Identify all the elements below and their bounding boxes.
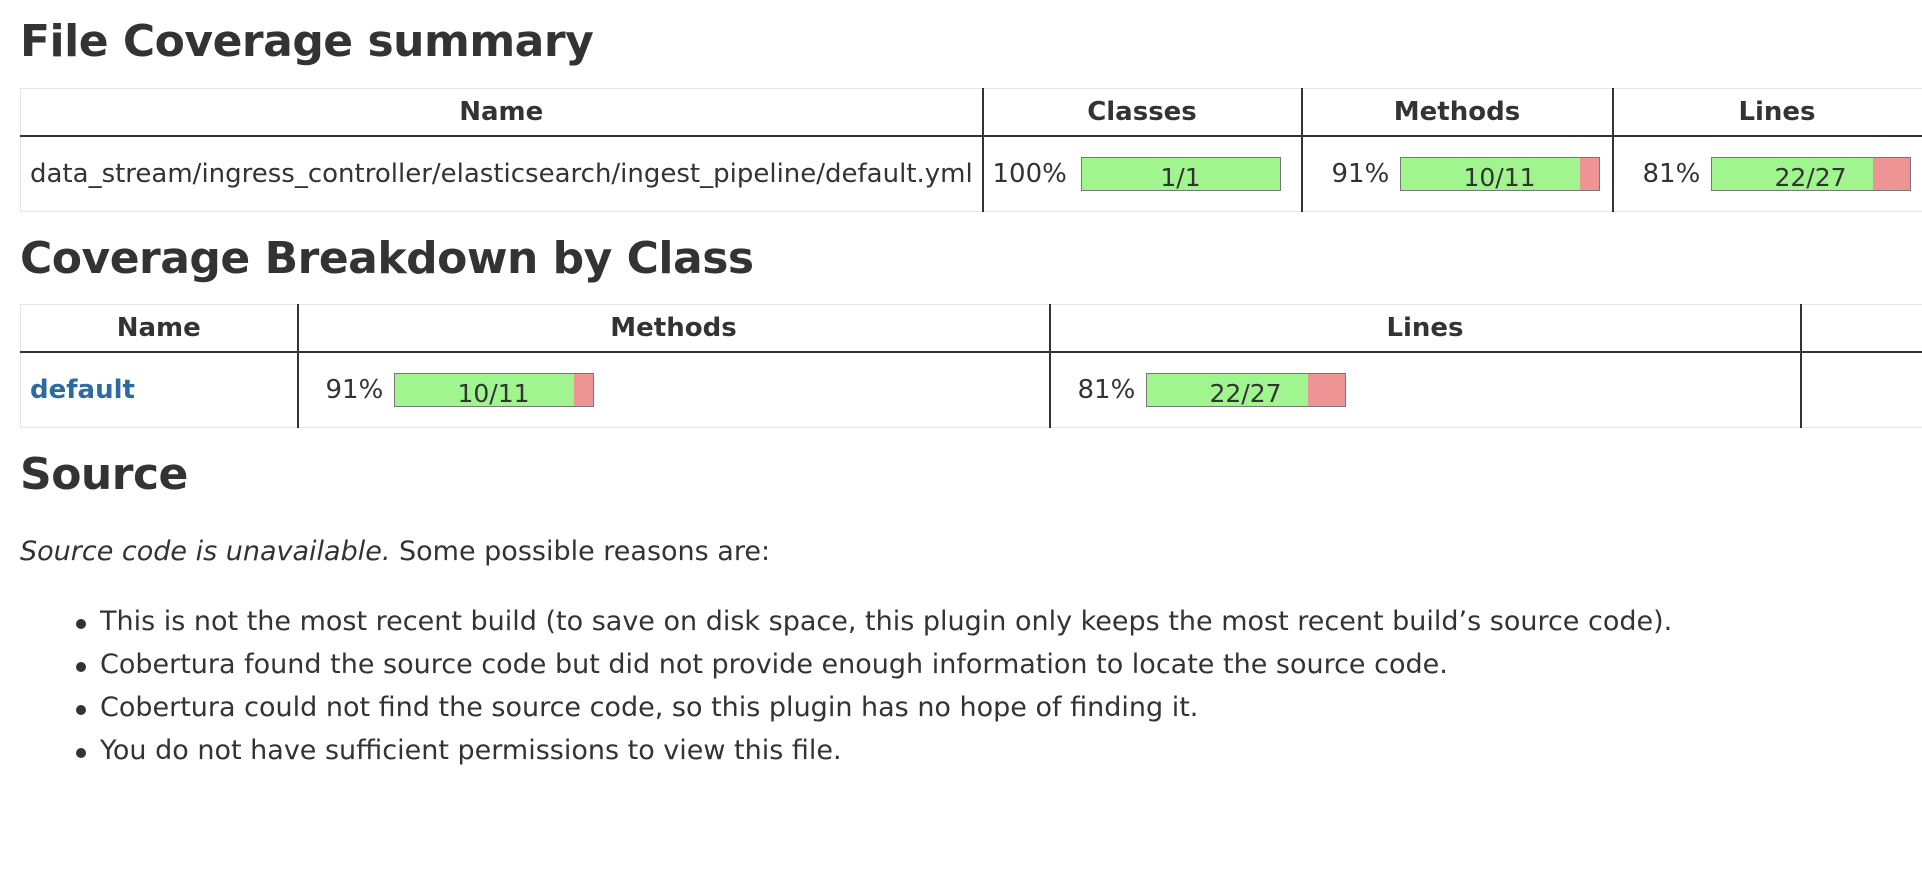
breakdown-methods-cell: 91% 10/11 <box>296 352 1050 428</box>
class-lines-covered-fill <box>1146 374 1308 406</box>
summary-header-name[interactable]: Name <box>20 88 983 137</box>
class-methods-ratio: 10/11 <box>457 379 530 407</box>
summary-header-classes[interactable]: Classes <box>981 88 1302 137</box>
classes-ratio: 1/1 <box>1160 163 1201 191</box>
classes-percent: 100% <box>992 159 1067 189</box>
classes-coverage-bar: 1/1 <box>1080 157 1281 191</box>
source-unavailable-emphasis: Source code is unavailable. <box>20 536 391 567</box>
breakdown-extra-cell <box>1799 352 1922 428</box>
file-coverage-summary-table: Name Classes Methods Lines data_stream/i… <box>20 88 1922 212</box>
class-lines-coverage-bar: 22/27 <box>1145 373 1346 407</box>
list-item: This is not the most recent build (to sa… <box>75 600 1672 643</box>
breakdown-header-name[interactable]: Name <box>20 304 298 353</box>
breakdown-header-lines[interactable]: Lines <box>1048 304 1801 353</box>
lines-covered-fill <box>1711 158 1873 190</box>
class-lines-percent: 81% <box>1077 375 1136 405</box>
source-reasons-list: This is not the most recent build (to sa… <box>20 600 1672 772</box>
methods-coverage-bar: 10/11 <box>1399 157 1600 191</box>
coverage-breakdown-heading: Coverage Breakdown by Class <box>20 233 754 284</box>
breakdown-lines-cell: 81% 22/27 <box>1048 352 1801 428</box>
summary-header-methods[interactable]: Methods <box>1300 88 1613 137</box>
breakdown-class-cell: default <box>20 352 298 428</box>
table-row: default 91% 10/11 81% <box>20 352 1922 428</box>
summary-methods-cell: 91% 10/11 <box>1300 136 1613 212</box>
lines-ratio: 22/27 <box>1774 163 1847 191</box>
breakdown-header-methods[interactable]: Methods <box>296 304 1050 353</box>
breakdown-header-extra <box>1799 304 1922 353</box>
list-item: You do not have sufficient permissions t… <box>75 729 1672 772</box>
source-heading: Source <box>20 449 188 500</box>
file-coverage-summary-heading: File Coverage summary <box>20 16 594 67</box>
methods-ratio: 10/11 <box>1463 163 1536 191</box>
methods-covered-fill <box>1400 158 1581 190</box>
breakdown-header-row: Name Methods Lines <box>20 304 1922 353</box>
classes-covered-fill <box>1081 158 1280 190</box>
summary-header-row: Name Classes Methods Lines <box>20 88 1922 137</box>
list-item: Cobertura could not find the source code… <box>75 686 1672 729</box>
class-link-default[interactable]: default <box>30 375 135 405</box>
source-unavailable-message: Source code is unavailable. Some possibl… <box>20 536 770 567</box>
lines-coverage-bar: 22/27 <box>1710 157 1911 191</box>
lines-percent: 81% <box>1642 159 1701 189</box>
summary-header-lines[interactable]: Lines <box>1611 88 1922 137</box>
list-item: Cobertura found the source code but did … <box>75 643 1672 686</box>
class-methods-coverage-bar: 10/11 <box>393 373 594 407</box>
table-row: data_stream/ingress_controller/elasticse… <box>20 136 1922 212</box>
coverage-breakdown-table: Name Methods Lines default 91% 10/11 <box>20 304 1922 428</box>
methods-percent: 91% <box>1331 159 1390 189</box>
class-lines-ratio: 22/27 <box>1209 379 1282 407</box>
summary-lines-cell: 81% 22/27 <box>1611 136 1922 212</box>
class-methods-covered-fill <box>394 374 575 406</box>
class-methods-percent: 91% <box>325 375 384 405</box>
summary-file-name: data_stream/ingress_controller/elasticse… <box>20 136 983 212</box>
summary-classes-cell: 100% 1/1 <box>981 136 1302 212</box>
source-reasons-intro: Some possible reasons are: <box>390 536 771 567</box>
